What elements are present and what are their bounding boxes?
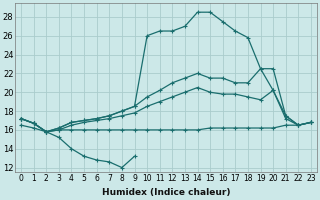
X-axis label: Humidex (Indice chaleur): Humidex (Indice chaleur) <box>102 188 230 197</box>
